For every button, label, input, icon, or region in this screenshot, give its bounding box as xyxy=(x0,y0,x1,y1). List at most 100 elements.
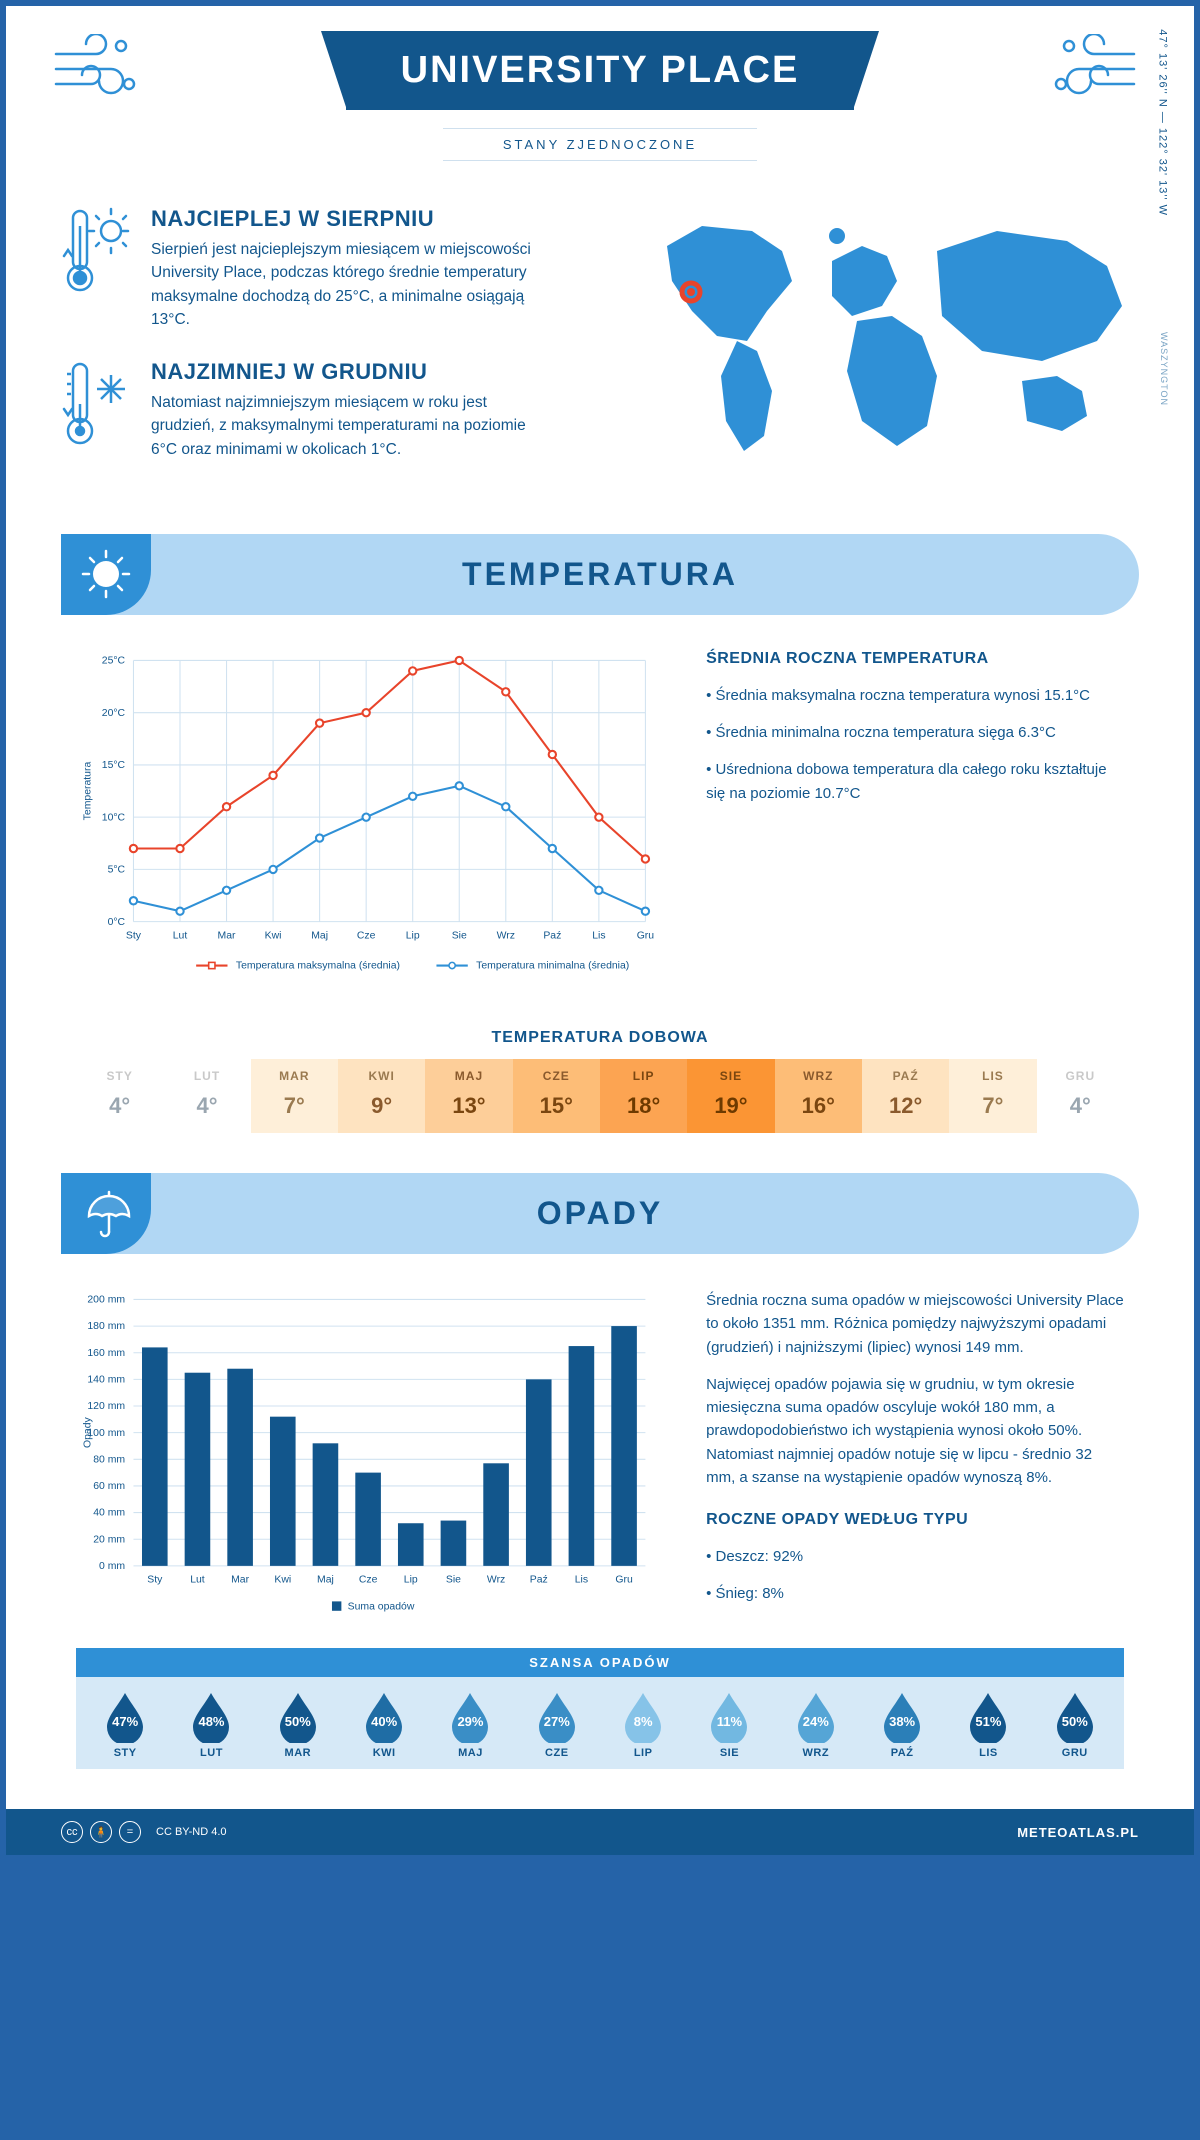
svg-text:Gru: Gru xyxy=(615,1575,633,1586)
svg-text:40 mm: 40 mm xyxy=(93,1508,125,1519)
svg-text:25°C: 25°C xyxy=(102,655,126,666)
heat-cell: MAJ13° xyxy=(425,1059,512,1133)
svg-text:Cze: Cze xyxy=(359,1575,378,1586)
svg-text:Lip: Lip xyxy=(406,930,420,941)
svg-text:Cze: Cze xyxy=(357,930,376,941)
cold-fact: NAJZIMNIEJ W GRUDNIU Natomiast najzimnie… xyxy=(61,359,585,461)
cold-title: NAJZIMNIEJ W GRUDNIU xyxy=(151,359,551,385)
svg-text:Lip: Lip xyxy=(404,1575,418,1586)
world-map: 47° 13' 26'' N — 122° 32' 13'' W WASZYNG… xyxy=(615,206,1139,489)
country-label: STANY ZJEDNOCZONE xyxy=(443,128,757,161)
heat-cell: LUT4° xyxy=(163,1059,250,1133)
precip-type-title: ROCZNE OPADY WEDŁUG TYPU xyxy=(706,1511,1124,1529)
rain-chance-title: SZANSA OPADÓW xyxy=(76,1648,1124,1677)
svg-text:200 mm: 200 mm xyxy=(87,1295,125,1306)
rain-drop-cell: 48%LUT xyxy=(168,1691,254,1759)
precip-bar-chart: 0 mm20 mm40 mm60 mm80 mm100 mm120 mm140 … xyxy=(76,1289,661,1628)
svg-text:Suma opadów: Suma opadów xyxy=(348,1602,415,1613)
svg-text:20°C: 20°C xyxy=(102,708,126,719)
rain-drop-cell: 11%SIE xyxy=(686,1691,772,1759)
precip-banner: OPADY xyxy=(61,1173,1139,1254)
sun-icon xyxy=(61,534,151,615)
svg-text:0°C: 0°C xyxy=(108,917,126,928)
svg-text:20 mm: 20 mm xyxy=(93,1534,125,1545)
svg-text:5°C: 5°C xyxy=(108,864,126,875)
heat-cell: CZE15° xyxy=(513,1059,600,1133)
svg-text:60 mm: 60 mm xyxy=(93,1481,125,1492)
cc-icon: cc xyxy=(61,1821,83,1843)
heat-cell: LIP18° xyxy=(600,1059,687,1133)
site-name: METEOATLAS.PL xyxy=(1017,1825,1139,1840)
header: UNIVERSITY PLACE STANY ZJEDNOCZONE xyxy=(6,6,1194,171)
heat-cell: PAŹ12° xyxy=(862,1059,949,1133)
svg-text:15°C: 15°C xyxy=(102,760,126,771)
svg-text:Lis: Lis xyxy=(592,930,605,941)
rain-drop-cell: 27%CZE xyxy=(514,1691,600,1759)
svg-text:Sty: Sty xyxy=(147,1575,163,1586)
svg-text:Sie: Sie xyxy=(446,1575,461,1586)
page-title: UNIVERSITY PLACE xyxy=(346,31,855,110)
precip-summary: Średnia roczna suma opadów w miejscowośc… xyxy=(706,1289,1124,1628)
svg-text:Opady: Opady xyxy=(83,1417,94,1449)
svg-text:Sie: Sie xyxy=(452,930,467,941)
svg-text:Maj: Maj xyxy=(311,930,328,941)
temp-summary: ŚREDNIA ROCZNA TEMPERATURA • Średnia mak… xyxy=(706,650,1124,989)
svg-text:Temperatura minimalna (średnia: Temperatura minimalna (średnia) xyxy=(476,960,629,971)
temp-banner: TEMPERATURA xyxy=(61,534,1139,615)
svg-text:Sty: Sty xyxy=(126,930,142,941)
rain-drop-cell: 29%MAJ xyxy=(427,1691,513,1759)
rain-drop-cell: 50%GRU xyxy=(1032,1691,1118,1759)
svg-text:10°C: 10°C xyxy=(102,812,126,823)
heat-cell: MAR7° xyxy=(251,1059,338,1133)
thermometer-snow-icon xyxy=(61,359,131,461)
svg-text:Maj: Maj xyxy=(317,1575,334,1586)
hot-fact: NAJCIEPLEJ W SIERPNIU Sierpień jest najc… xyxy=(61,206,585,331)
svg-text:180 mm: 180 mm xyxy=(87,1321,125,1332)
svg-text:Temperatura maksymalna (średni: Temperatura maksymalna (średnia) xyxy=(236,960,400,971)
svg-text:Wrz: Wrz xyxy=(497,930,515,941)
wind-icon xyxy=(51,34,141,104)
heat-cell: SIE19° xyxy=(687,1059,774,1133)
hot-title: NAJCIEPLEJ W SIERPNIU xyxy=(151,206,551,232)
svg-text:Paź: Paź xyxy=(543,930,561,941)
svg-text:140 mm: 140 mm xyxy=(87,1375,125,1386)
svg-text:Lut: Lut xyxy=(173,930,188,941)
cold-body: Natomiast najzimniejszym miesiącem w rok… xyxy=(151,391,551,461)
thermometer-sun-icon xyxy=(61,206,131,331)
svg-text:Gru: Gru xyxy=(637,930,655,941)
daily-temp-heatmap: STY4°LUT4°MAR7°KWI9°MAJ13°CZE15°LIP18°SI… xyxy=(76,1059,1124,1133)
svg-text:Mar: Mar xyxy=(218,930,236,941)
rain-chance-table: SZANSA OPADÓW 47%STY48%LUT50%MAR40%KWI29… xyxy=(76,1648,1124,1769)
svg-text:Lut: Lut xyxy=(190,1575,205,1586)
rain-drop-cell: 8%LIP xyxy=(600,1691,686,1759)
rain-drop-cell: 51%LIS xyxy=(945,1691,1031,1759)
footer: cc 🧍 = CC BY-ND 4.0 METEOATLAS.PL xyxy=(6,1809,1194,1855)
umbrella-icon xyxy=(61,1173,151,1254)
intro-row: NAJCIEPLEJ W SIERPNIU Sierpień jest najc… xyxy=(6,171,1194,524)
heat-cell: GRU4° xyxy=(1037,1059,1124,1133)
svg-text:Mar: Mar xyxy=(231,1575,249,1586)
svg-text:0 mm: 0 mm xyxy=(99,1561,125,1572)
by-icon: 🧍 xyxy=(90,1821,112,1843)
rain-drop-cell: 24%WRZ xyxy=(773,1691,859,1759)
hot-body: Sierpień jest najcieplejszym miesiącem w… xyxy=(151,238,551,331)
heat-cell: STY4° xyxy=(76,1059,163,1133)
svg-text:Temperatura: Temperatura xyxy=(83,761,94,820)
svg-text:Wrz: Wrz xyxy=(487,1575,505,1586)
rain-drop-cell: 40%KWI xyxy=(341,1691,427,1759)
svg-text:Lis: Lis xyxy=(575,1575,588,1586)
rain-drop-cell: 47%STY xyxy=(82,1691,168,1759)
state-label: WASZYNGTON xyxy=(1159,332,1169,406)
svg-text:160 mm: 160 mm xyxy=(87,1348,125,1359)
license-block: cc 🧍 = CC BY-ND 4.0 xyxy=(61,1821,227,1843)
temp-line-chart: 0°C5°C10°C15°C20°C25°CStyLutMarKwiMajCze… xyxy=(76,650,661,989)
heat-cell: LIS7° xyxy=(949,1059,1036,1133)
svg-text:120 mm: 120 mm xyxy=(87,1401,125,1412)
heat-cell: KWI9° xyxy=(338,1059,425,1133)
wind-icon xyxy=(1049,34,1139,104)
svg-text:80 mm: 80 mm xyxy=(93,1455,125,1466)
svg-text:Paź: Paź xyxy=(530,1575,548,1586)
nd-icon: = xyxy=(119,1821,141,1843)
temp-summary-title: ŚREDNIA ROCZNA TEMPERATURA xyxy=(706,650,1124,668)
license-text: CC BY-ND 4.0 xyxy=(156,1821,227,1843)
